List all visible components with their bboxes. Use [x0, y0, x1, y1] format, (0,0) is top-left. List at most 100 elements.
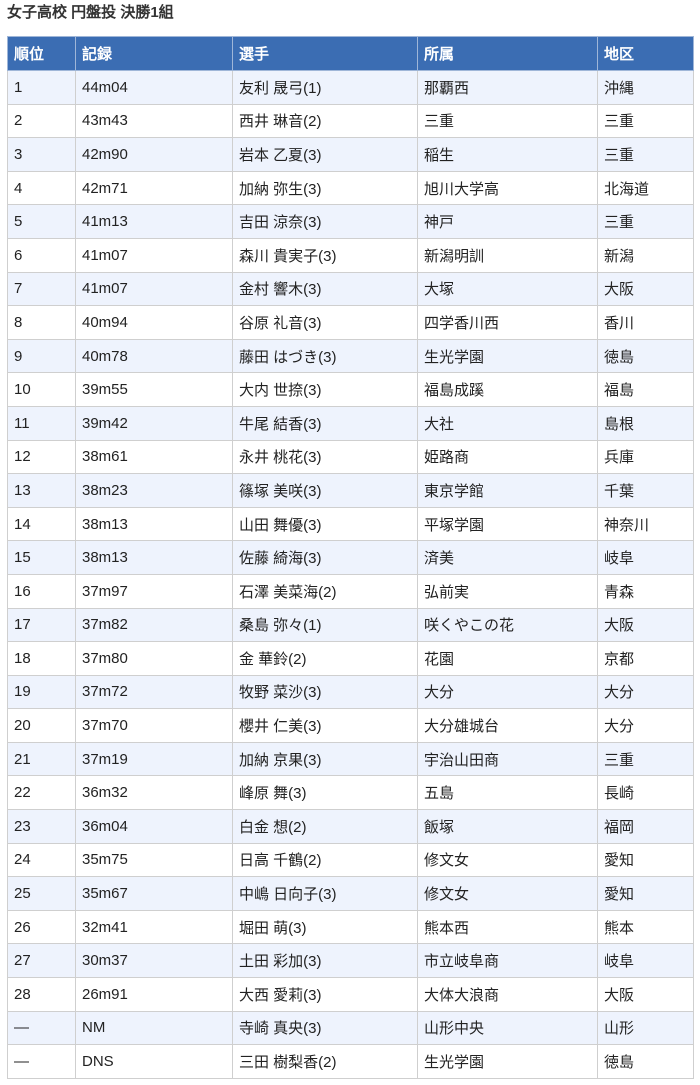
- results-table: 順位 記録 選手 所属 地区 1 44m04 友利 晟弓(1) 那覇西 沖縄 2 43m43…: [7, 36, 694, 1079]
- affiliation-cell: 市立岐阜商: [417, 943, 598, 979]
- athlete-cell: 櫻井 仁美(3): [232, 708, 418, 743]
- record-cell: 32m41: [75, 909, 233, 945]
- region-cell: 千葉: [597, 473, 694, 508]
- affiliation-cell: 大塚: [417, 271, 598, 307]
- record-cell: 40m94: [75, 305, 233, 340]
- affiliation-cell: 大体大浪商: [417, 977, 598, 1012]
- rank-cell: 27: [7, 943, 76, 979]
- affiliation-cell: 大分: [417, 674, 598, 710]
- affiliation-cell: 山形中央: [417, 1010, 598, 1046]
- athlete-cell: 大西 愛莉(3): [232, 977, 418, 1012]
- affiliation-cell: 福島成蹊: [417, 372, 598, 407]
- rank-cell: 8: [7, 305, 76, 340]
- region-cell: 三重: [597, 741, 694, 777]
- rank-cell: —: [7, 1010, 76, 1046]
- table-row: 4 42m71 加納 弥生(3) 旭川大学高 北海道: [7, 170, 694, 206]
- region-cell: 徳島: [597, 1044, 694, 1079]
- athlete-cell: 岩本 乙夏(3): [232, 137, 418, 172]
- athlete-cell: 石澤 美菜海(2): [232, 573, 418, 609]
- region-cell: 愛知: [597, 842, 694, 878]
- athlete-cell: 土田 彩加(3): [232, 943, 418, 979]
- rank-cell: 16: [7, 573, 76, 609]
- rank-cell: 6: [7, 237, 76, 273]
- athlete-cell: 森川 貴実子(3): [232, 237, 418, 273]
- rank-cell: 12: [7, 439, 76, 475]
- athlete-cell: 堀田 萌(3): [232, 909, 418, 945]
- page-title: 女子高校 円盤投 決勝1組: [7, 4, 174, 21]
- rank-cell: 21: [7, 741, 76, 777]
- region-cell: 大分: [597, 708, 694, 743]
- rank-cell: 1: [7, 70, 76, 105]
- rank-cell: 2: [7, 103, 76, 139]
- athlete-cell: 三田 樹梨香(2): [232, 1044, 418, 1079]
- athlete-cell: 日高 千鶴(2): [232, 842, 418, 878]
- record-cell: 26m91: [75, 977, 233, 1012]
- record-cell: 44m04: [75, 70, 233, 105]
- record-cell: 43m43: [75, 103, 233, 139]
- region-cell: 熊本: [597, 909, 694, 945]
- athlete-cell: 佐藤 綺海(3): [232, 540, 418, 575]
- affiliation-cell: 生光学園: [417, 338, 598, 374]
- athlete-cell: 金 華鈴(2): [232, 641, 418, 676]
- athlete-cell: 金村 響木(3): [232, 271, 418, 307]
- affiliation-cell: 新潟明訓: [417, 237, 598, 273]
- table-row: 1 44m04 友利 晟弓(1) 那覇西 沖縄: [7, 70, 694, 105]
- athlete-cell: 永井 桃花(3): [232, 439, 418, 475]
- region-cell: 大阪: [597, 977, 694, 1012]
- rank-cell: 18: [7, 641, 76, 676]
- athlete-cell: 加納 京果(3): [232, 741, 418, 777]
- athlete-cell: 篠塚 美咲(3): [232, 473, 418, 508]
- region-cell: 長崎: [597, 775, 694, 811]
- region-cell: 徳島: [597, 338, 694, 374]
- region-cell: 大阪: [597, 607, 694, 643]
- record-cell: 35m75: [75, 842, 233, 878]
- region-cell: 兵庫: [597, 439, 694, 475]
- region-cell: 山形: [597, 1010, 694, 1046]
- affiliation-cell: 四学香川西: [417, 305, 598, 340]
- region-cell: 青森: [597, 573, 694, 609]
- table-row: 18 37m80 金 華鈴(2) 花園 京都: [7, 641, 694, 676]
- region-cell: 香川: [597, 305, 694, 340]
- rank-cell: 5: [7, 204, 76, 239]
- table-row: 28 26m91 大西 愛莉(3) 大体大浪商 大阪: [7, 977, 694, 1012]
- athlete-cell: 中嶋 日向子(3): [232, 876, 418, 911]
- region-cell: 島根: [597, 405, 694, 441]
- athlete-cell: 峰原 舞(3): [232, 775, 418, 811]
- rank-cell: 14: [7, 506, 76, 542]
- table-row: 19 37m72 牧野 菜沙(3) 大分 大分: [7, 674, 694, 710]
- table-row: 23 36m04 白金 想(2) 飯塚 福岡: [7, 809, 694, 844]
- region-cell: 三重: [597, 204, 694, 239]
- athlete-cell: 山田 舞優(3): [232, 506, 418, 542]
- affiliation-cell: 平塚学園: [417, 506, 598, 542]
- table-row: 13 38m23 篠塚 美咲(3) 東京学館 千葉: [7, 473, 694, 508]
- rank-cell: 20: [7, 708, 76, 743]
- record-cell: 38m13: [75, 506, 233, 542]
- athlete-cell: 白金 想(2): [232, 809, 418, 844]
- affiliation-cell: 大社: [417, 405, 598, 441]
- table-row: 25 35m67 中嶋 日向子(3) 修文女 愛知: [7, 876, 694, 911]
- region-cell: 大分: [597, 674, 694, 710]
- table-row: 11 39m42 牛尾 結香(3) 大社 島根: [7, 405, 694, 441]
- rank-cell: 17: [7, 607, 76, 643]
- region-cell: 神奈川: [597, 506, 694, 542]
- region-cell: 三重: [597, 103, 694, 139]
- table-row: — NM 寺崎 真央(3) 山形中央 山形: [7, 1010, 694, 1046]
- affiliation-cell: 東京学館: [417, 473, 598, 508]
- region-cell: 北海道: [597, 170, 694, 206]
- region-cell: 京都: [597, 641, 694, 676]
- affiliation-cell: 飯塚: [417, 809, 598, 844]
- table-row: 22 36m32 峰原 舞(3) 五島 長崎: [7, 775, 694, 811]
- table-row: 20 37m70 櫻井 仁美(3) 大分雄城台 大分: [7, 708, 694, 743]
- rank-cell: —: [7, 1044, 76, 1079]
- athlete-cell: 友利 晟弓(1): [232, 70, 418, 105]
- affiliation-cell: 神戸: [417, 204, 598, 239]
- record-cell: 37m70: [75, 708, 233, 743]
- table-row: 27 30m37 土田 彩加(3) 市立岐阜商 岐阜: [7, 943, 694, 979]
- table-row: 16 37m97 石澤 美菜海(2) 弘前実 青森: [7, 573, 694, 609]
- rank-cell: 22: [7, 775, 76, 811]
- affiliation-cell: 熊本西: [417, 909, 598, 945]
- record-cell: 41m07: [75, 237, 233, 273]
- table-row: 21 37m19 加納 京果(3) 宇治山田商 三重: [7, 741, 694, 777]
- table-row: 2 43m43 西井 琳音(2) 三重 三重: [7, 103, 694, 139]
- region-cell: 岐阜: [597, 540, 694, 575]
